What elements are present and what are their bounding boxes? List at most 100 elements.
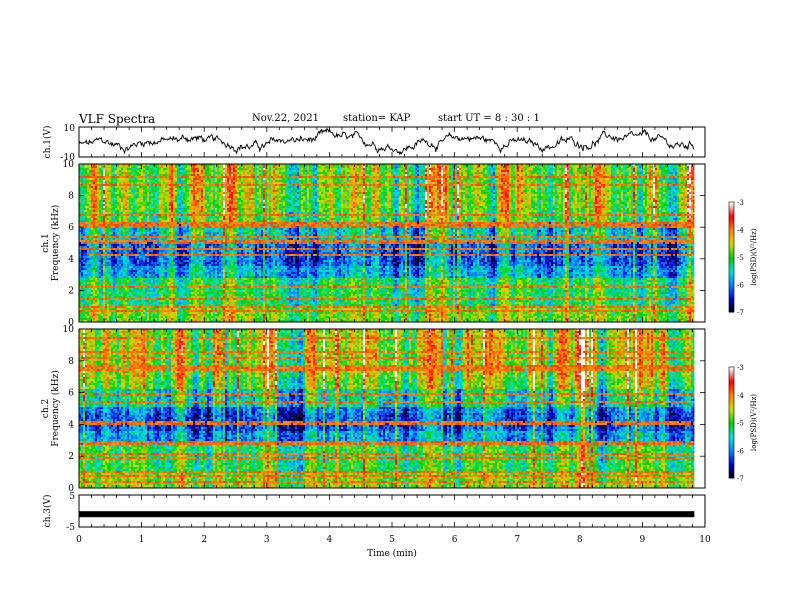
s1-cell: [87, 232, 89, 234]
s1-cell: [87, 186, 89, 188]
s1-cell: [83, 314, 85, 316]
s1-cell: [97, 260, 99, 262]
s1-cell: [85, 180, 87, 182]
s1-cell: [93, 192, 95, 194]
s1-cell: [87, 306, 89, 308]
s1-cell: [89, 178, 91, 180]
s1-cell: [95, 210, 97, 212]
s1-cell: [97, 262, 99, 264]
s1-cell: [95, 260, 97, 262]
s1-cell: [81, 280, 83, 282]
s1-cell: [89, 282, 91, 284]
s1-cell: [87, 298, 89, 300]
s1-cell: [83, 294, 85, 296]
s1-cell: [87, 280, 89, 282]
s1-cell: [97, 246, 99, 248]
s1-cell: [95, 196, 97, 198]
s1-cell: [87, 198, 89, 200]
s1-cell: [87, 190, 89, 192]
s1-cell: [81, 284, 83, 286]
s1-cell: [93, 290, 95, 292]
s1-cell: [81, 270, 83, 272]
s1-cell: [99, 204, 101, 206]
s1-cell: [89, 222, 91, 224]
s1-cell: [85, 266, 87, 268]
s1-cell: [85, 262, 87, 264]
s1-cell: [87, 254, 89, 256]
s1-cell: [87, 248, 89, 250]
s1-cell: [83, 218, 85, 220]
s1-cell: [91, 210, 93, 212]
s1-cell: [95, 218, 97, 220]
s1-cell: [89, 288, 91, 290]
s1-cell: [89, 284, 91, 286]
s1-cell: [93, 252, 95, 254]
s1-cell: [83, 182, 85, 184]
s1-cell: [83, 228, 85, 230]
s1-cell: [83, 186, 85, 188]
s1-cell: [91, 174, 93, 176]
s1-cell: [89, 214, 91, 216]
s1-cell: [91, 190, 93, 192]
s1-cell: [81, 184, 83, 186]
s1-cell: [99, 184, 101, 186]
s1-cell: [87, 314, 89, 316]
s1-cell: [97, 268, 99, 270]
s1-cell: [89, 304, 91, 306]
s1-cell: [93, 296, 95, 298]
s1-cell: [85, 178, 87, 180]
s1-cell: [95, 300, 97, 302]
s1-cell: [81, 296, 83, 298]
s1-cell: [85, 278, 87, 280]
s1-cell: [91, 232, 93, 234]
s1-cell: [83, 204, 85, 206]
s1-cell: [89, 176, 91, 178]
s1-cell: [95, 272, 97, 274]
s1-cell: [87, 316, 89, 318]
s1-cell: [89, 166, 91, 168]
s1-cell: [85, 310, 87, 312]
s1-cell: [95, 184, 97, 186]
s1-cell: [89, 276, 91, 278]
s1-cell: [93, 240, 95, 242]
s1-cell: [81, 282, 83, 284]
s1-cell: [95, 174, 97, 176]
s1-cell: [91, 304, 93, 306]
s1-cell: [87, 230, 89, 232]
s1-cell: [89, 264, 91, 266]
s1-cell: [83, 210, 85, 212]
s1-cell: [93, 242, 95, 244]
s1-cell: [83, 278, 85, 280]
s1-cell: [83, 316, 85, 318]
s1-cell: [83, 176, 85, 178]
s1-cell: [85, 272, 87, 274]
s1-cell: [83, 264, 85, 266]
s1-cell: [93, 188, 95, 190]
s1-cell: [87, 246, 89, 248]
s1-cell: [91, 192, 93, 194]
s1-cell: [81, 248, 83, 250]
s1-cell: [89, 268, 91, 270]
s1-cell: [91, 298, 93, 300]
s1-cell: [97, 204, 99, 206]
s1-cell: [95, 226, 97, 228]
s1-cell: [97, 288, 99, 290]
s1-cell: [91, 234, 93, 236]
s1-cell: [91, 260, 93, 262]
s1-cell: [93, 170, 95, 172]
s1-cell: [81, 316, 83, 318]
s1-cell: [95, 240, 97, 242]
s1-cell: [99, 166, 101, 168]
s1-cell: [85, 264, 87, 266]
s1-cell: [85, 234, 87, 236]
s1-cell: [93, 178, 95, 180]
s1-cell: [93, 222, 95, 224]
s1-cell: [83, 292, 85, 294]
s1-cell: [93, 260, 95, 262]
s1-cell: [89, 174, 91, 176]
s1-cell: [93, 214, 95, 216]
s1-cell: [95, 298, 97, 300]
s1-cell: [97, 244, 99, 246]
s1-cell: [87, 278, 89, 280]
s1-cell: [83, 268, 85, 270]
